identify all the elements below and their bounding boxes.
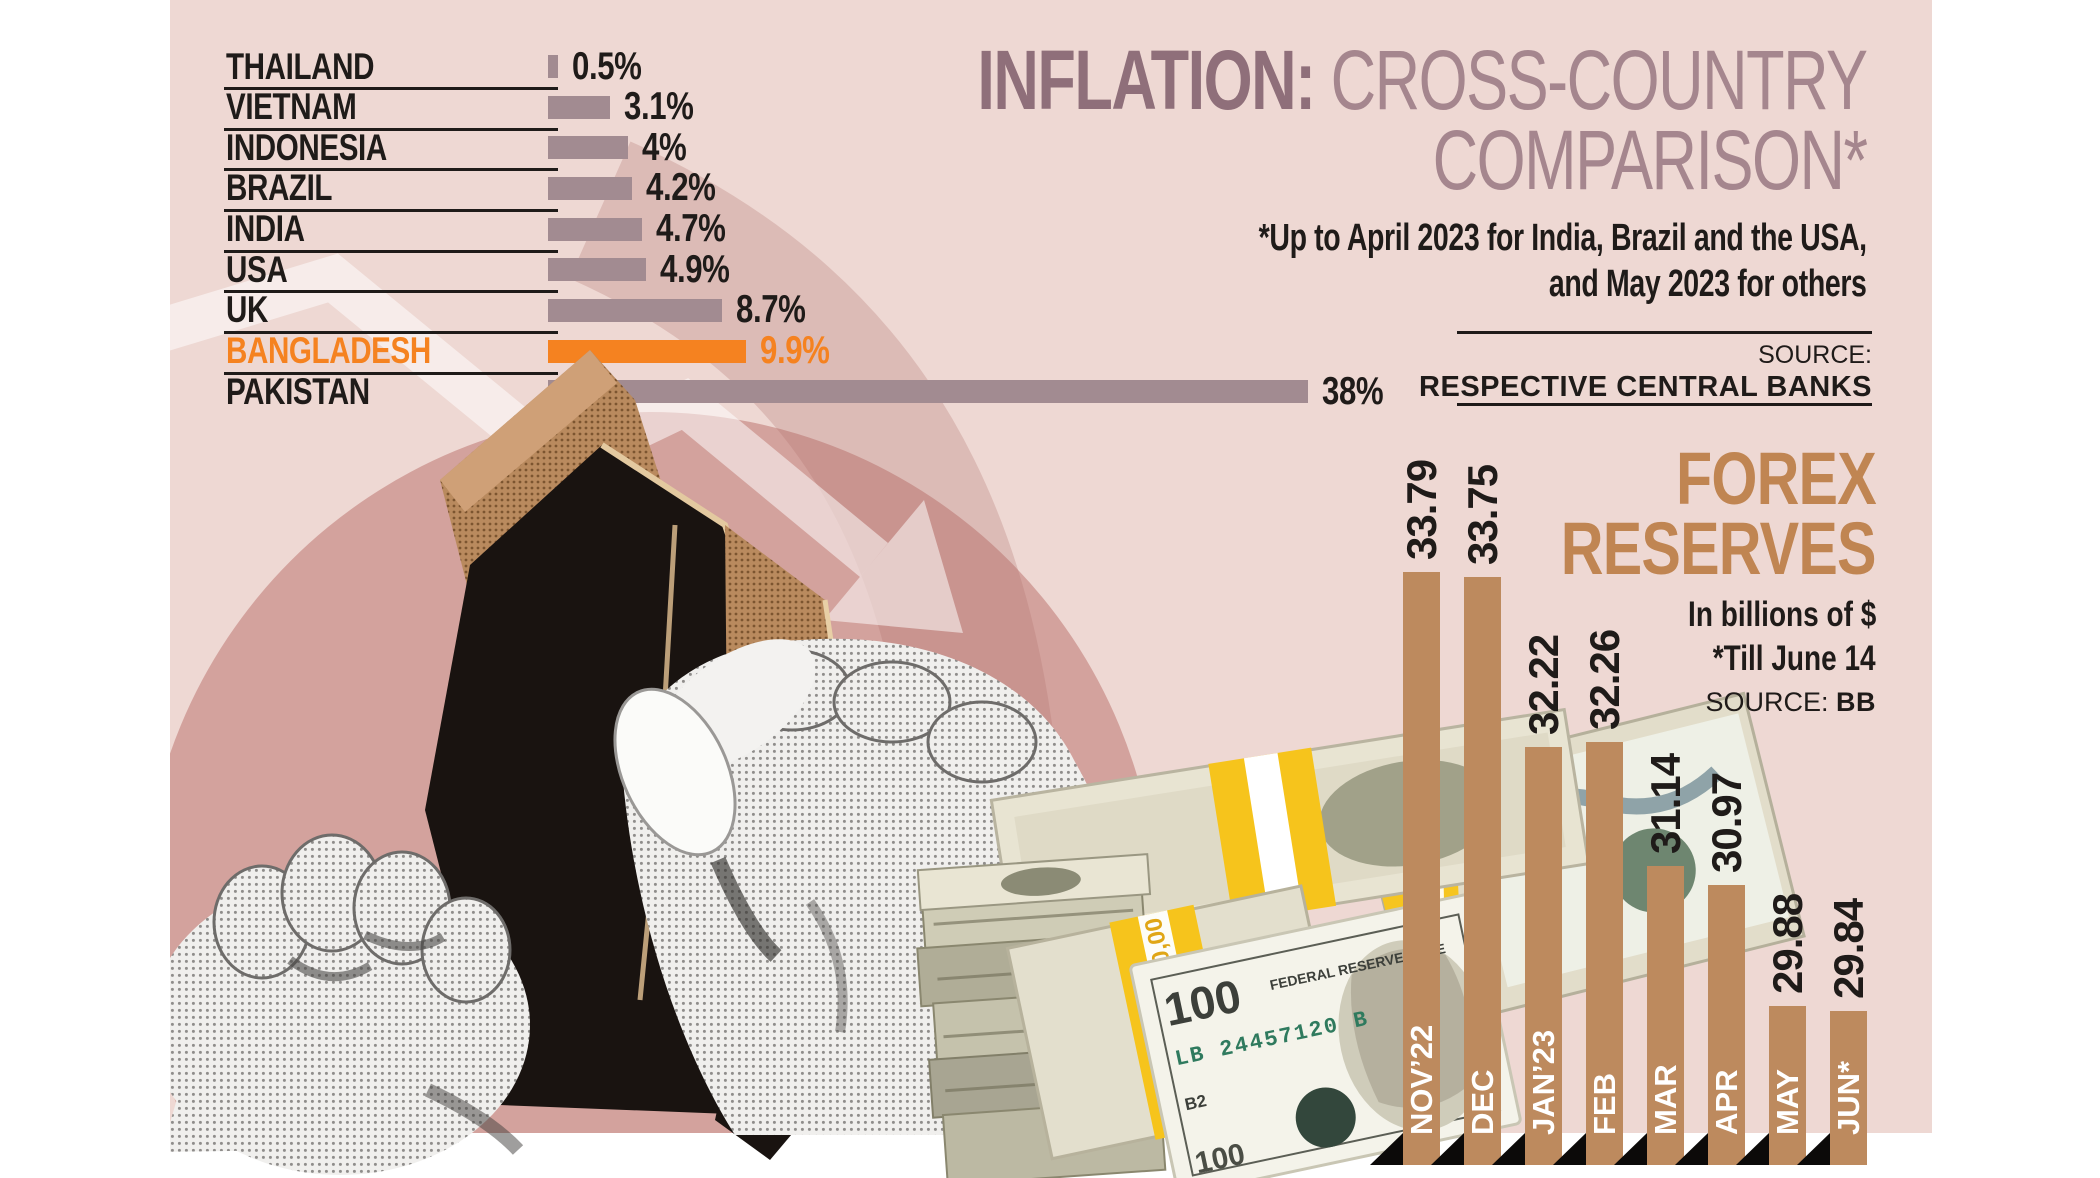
inflation-subtitle-line2: and May 2023 for others <box>1549 263 1867 305</box>
forex-month-label: MAY <box>1770 1068 1805 1135</box>
inflation-source-label: SOURCE: <box>1758 341 1872 369</box>
forex-bar <box>1708 885 1745 1165</box>
inflation-value: 8.7% <box>736 288 806 332</box>
inflation-value: 9.9% <box>760 329 830 373</box>
row-divider <box>224 87 558 90</box>
row-divider <box>224 168 558 172</box>
forex-month-label: MAR <box>1648 1064 1683 1135</box>
bill-plate: B2 <box>1183 1091 1208 1114</box>
inflation-value: 4.9% <box>660 247 730 291</box>
forex-value-label: 33.75 <box>1459 464 1506 565</box>
forex-bar <box>1647 866 1684 1165</box>
forex-source-label: SOURCE: <box>1705 687 1829 717</box>
inflation-bar <box>548 217 642 241</box>
forex-month-label: JAN’23 <box>1526 1029 1561 1135</box>
forex-value-label: 32.26 <box>1581 629 1628 731</box>
country-label: PAKISTAN <box>226 370 370 412</box>
forex-bar <box>1830 1010 1867 1165</box>
inflation-bar <box>548 298 722 322</box>
inflation-value: 4.7% <box>656 207 726 251</box>
forex-value-label: 30.97 <box>1703 773 1750 874</box>
inflation-bar <box>548 339 746 363</box>
forex-bar <box>1403 572 1440 1165</box>
forex-bar <box>1769 1006 1806 1165</box>
forex-month-label: DEC <box>1465 1069 1500 1135</box>
inflation-bar <box>548 176 632 200</box>
inflation-value: 4% <box>642 125 687 169</box>
inflation-bar <box>548 55 558 78</box>
row-divider <box>224 249 558 253</box>
forex-value-label: 31.14 <box>1642 754 1689 855</box>
country-label: INDIA <box>226 208 305 250</box>
forex-source-value: BB <box>1836 687 1876 717</box>
forex-month-label: JUN* <box>1831 1060 1866 1135</box>
row-divider <box>224 127 558 131</box>
inflation-title-bold: INFLATION: <box>977 33 1317 127</box>
inflation-title-line1: INFLATION: CROSS-COUNTRY <box>978 38 1869 122</box>
inflation-bar <box>548 95 610 119</box>
country-label: VIETNAM <box>226 86 357 128</box>
inflation-value: 38% <box>1322 369 1384 413</box>
row-divider <box>224 330 558 334</box>
forex-bar <box>1464 576 1501 1165</box>
forex-bar <box>1525 746 1562 1165</box>
forex-title-line2: RESERVES <box>1561 507 1877 590</box>
divider <box>1457 331 1872 334</box>
forex-month-label: APR <box>1709 1069 1744 1135</box>
inflation-subtitle-line1: *Up to April 2023 for India, Brazil and … <box>1258 217 1867 259</box>
forex-note: *Till June 14 <box>1713 639 1876 678</box>
forex-value-label: 32.22 <box>1520 634 1567 735</box>
forex-month-label: FEB <box>1587 1073 1622 1135</box>
forex-value-label: 33.79 <box>1398 460 1445 561</box>
row-divider <box>224 290 558 294</box>
country-label: THAILAND <box>226 45 375 87</box>
inflation-title-line2: COMPARISON* <box>1433 113 1868 207</box>
inflation-value: 0.5% <box>572 44 642 88</box>
forex-value-label: 29.88 <box>1764 894 1811 995</box>
forex-bar <box>1586 742 1623 1165</box>
left-hand <box>170 833 530 1175</box>
inflation-bar <box>548 380 1308 404</box>
forex-source: SOURCE: BB <box>1705 688 1876 716</box>
country-label: INDONESIA <box>226 126 387 168</box>
country-label: USA <box>226 248 288 290</box>
inflation-source-value: RESPECTIVE CENTRAL BANKS <box>1419 371 1872 403</box>
inflation-value: 4.2% <box>646 166 716 210</box>
inflation-title-light: CROSS-COUNTRY <box>1315 33 1868 127</box>
infographic-panel: INFLATION: CROSS-COUNTRY COMPARISON* *Up… <box>170 0 1932 1178</box>
row-divider <box>224 371 558 375</box>
forex-subtitle: In billions of $ <box>1687 595 1876 634</box>
country-label: BRAZIL <box>226 167 333 209</box>
row-divider <box>224 208 558 212</box>
country-label: UK <box>226 289 268 331</box>
divider <box>1457 403 1872 406</box>
inflation-value: 3.1% <box>624 85 694 129</box>
country-label: BANGLADESH <box>226 330 431 372</box>
inflation-bar <box>548 258 646 282</box>
inflation-bar <box>548 136 628 160</box>
forex-title-line1: FOREX <box>1676 437 1877 520</box>
forex-value-label: 29.84 <box>1825 898 1872 999</box>
forex-month-label: NOV’22 <box>1404 1024 1439 1135</box>
